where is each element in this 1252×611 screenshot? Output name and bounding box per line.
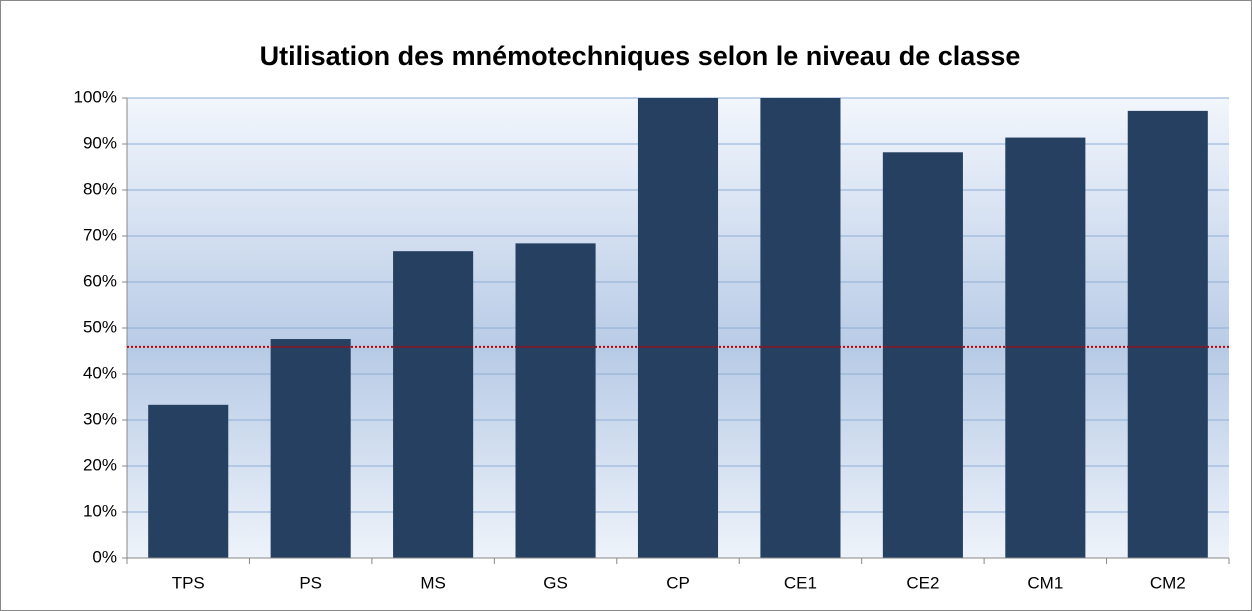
bar: [637, 98, 719, 558]
y-tick-label: 70%: [83, 225, 117, 244]
bar: [882, 152, 963, 558]
bar: [760, 98, 841, 558]
y-tick-label: 40%: [83, 363, 117, 382]
x-tick-label: TPS: [172, 573, 205, 592]
y-tick-label: 0%: [92, 547, 117, 566]
bar: [148, 404, 229, 558]
x-tick-label: GS: [543, 573, 568, 592]
y-tick-label: 10%: [83, 501, 117, 520]
y-tick-label: 80%: [83, 179, 117, 198]
y-tick-label: 90%: [83, 133, 117, 152]
y-tick-label: 60%: [83, 271, 117, 290]
bar: [1127, 110, 1208, 558]
y-tick-label: 20%: [83, 455, 117, 474]
x-tick-label: CM2: [1150, 573, 1186, 592]
bar: [1005, 137, 1086, 558]
x-tick-label: CE1: [784, 573, 817, 592]
bar: [515, 243, 596, 559]
x-tick-label: PS: [299, 573, 322, 592]
x-tick-label: CM1: [1027, 573, 1063, 592]
y-tick-label: 50%: [83, 317, 117, 336]
x-tick-label: CP: [666, 573, 690, 592]
chart-title: Utilisation des mnémotechniques selon le…: [260, 41, 1021, 71]
bar: [270, 339, 351, 558]
x-tick-label: MS: [420, 573, 446, 592]
bar: [393, 251, 474, 558]
y-tick-label: 30%: [83, 409, 117, 428]
y-tick-label: 100%: [74, 87, 117, 106]
x-tick-label: CE2: [906, 573, 939, 592]
